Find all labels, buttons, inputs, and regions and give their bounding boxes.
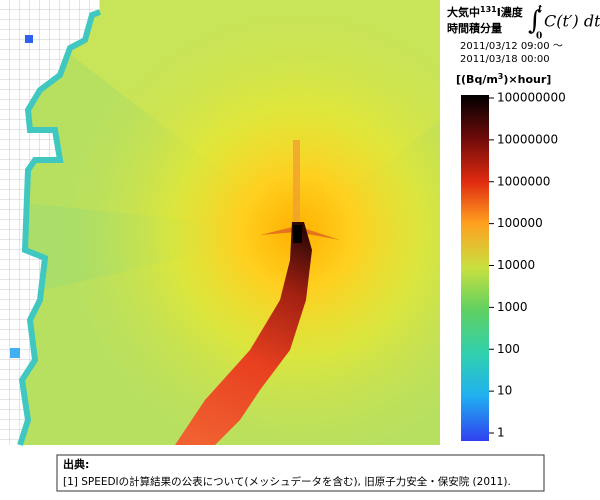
period: 2011/03/12 09:00 ～ (460, 41, 563, 52)
integral-body: C(t′) dt′ (544, 12, 600, 31)
map (0, 0, 440, 446)
tick-label: 1000 (497, 300, 528, 314)
colorbar-ticks: 100000000 10000000 1000000 100000 10000 1000 1… (489, 91, 566, 440)
legend: 大気中131I濃度 時間積分量 ∫ t 0 C(t′) dt′ 2011/03/… (447, 5, 600, 441)
tick-label: 100000 (497, 216, 543, 230)
integral: ∫ (528, 6, 542, 36)
unit: [(Bq/m3)×hour] (456, 72, 551, 87)
title: 大気中131I濃度 (447, 5, 524, 20)
tick-label: 100000000 (497, 91, 566, 105)
colorbar (461, 95, 489, 441)
coast (17, 9, 102, 446)
streak (293, 140, 300, 232)
sea-grid (0, 0, 100, 445)
source-core (293, 225, 302, 243)
tick-label: 1 (497, 426, 505, 440)
source-heading: 出典: (63, 457, 89, 471)
coast-cell (10, 348, 20, 358)
plume (175, 222, 312, 445)
tick-label: 10 (497, 384, 512, 398)
tick-label: 10000000 (497, 132, 558, 146)
tick-label: 100 (497, 342, 520, 356)
source-text: [1] SPEEDIの計算結果の公表について(メッシュデータを含む), 旧原子力… (63, 475, 511, 488)
title: 時間積分量 (447, 21, 502, 35)
glow (0, 0, 440, 445)
tick-label: 10000 (497, 258, 535, 272)
integral-lower: 0 (536, 32, 542, 42)
tick-label: 1000000 (497, 174, 550, 188)
period: 2011/03/18 00:00 (460, 54, 550, 65)
source-box (56, 454, 545, 492)
coast-cell (25, 35, 33, 43)
integral-upper: t (538, 5, 543, 15)
